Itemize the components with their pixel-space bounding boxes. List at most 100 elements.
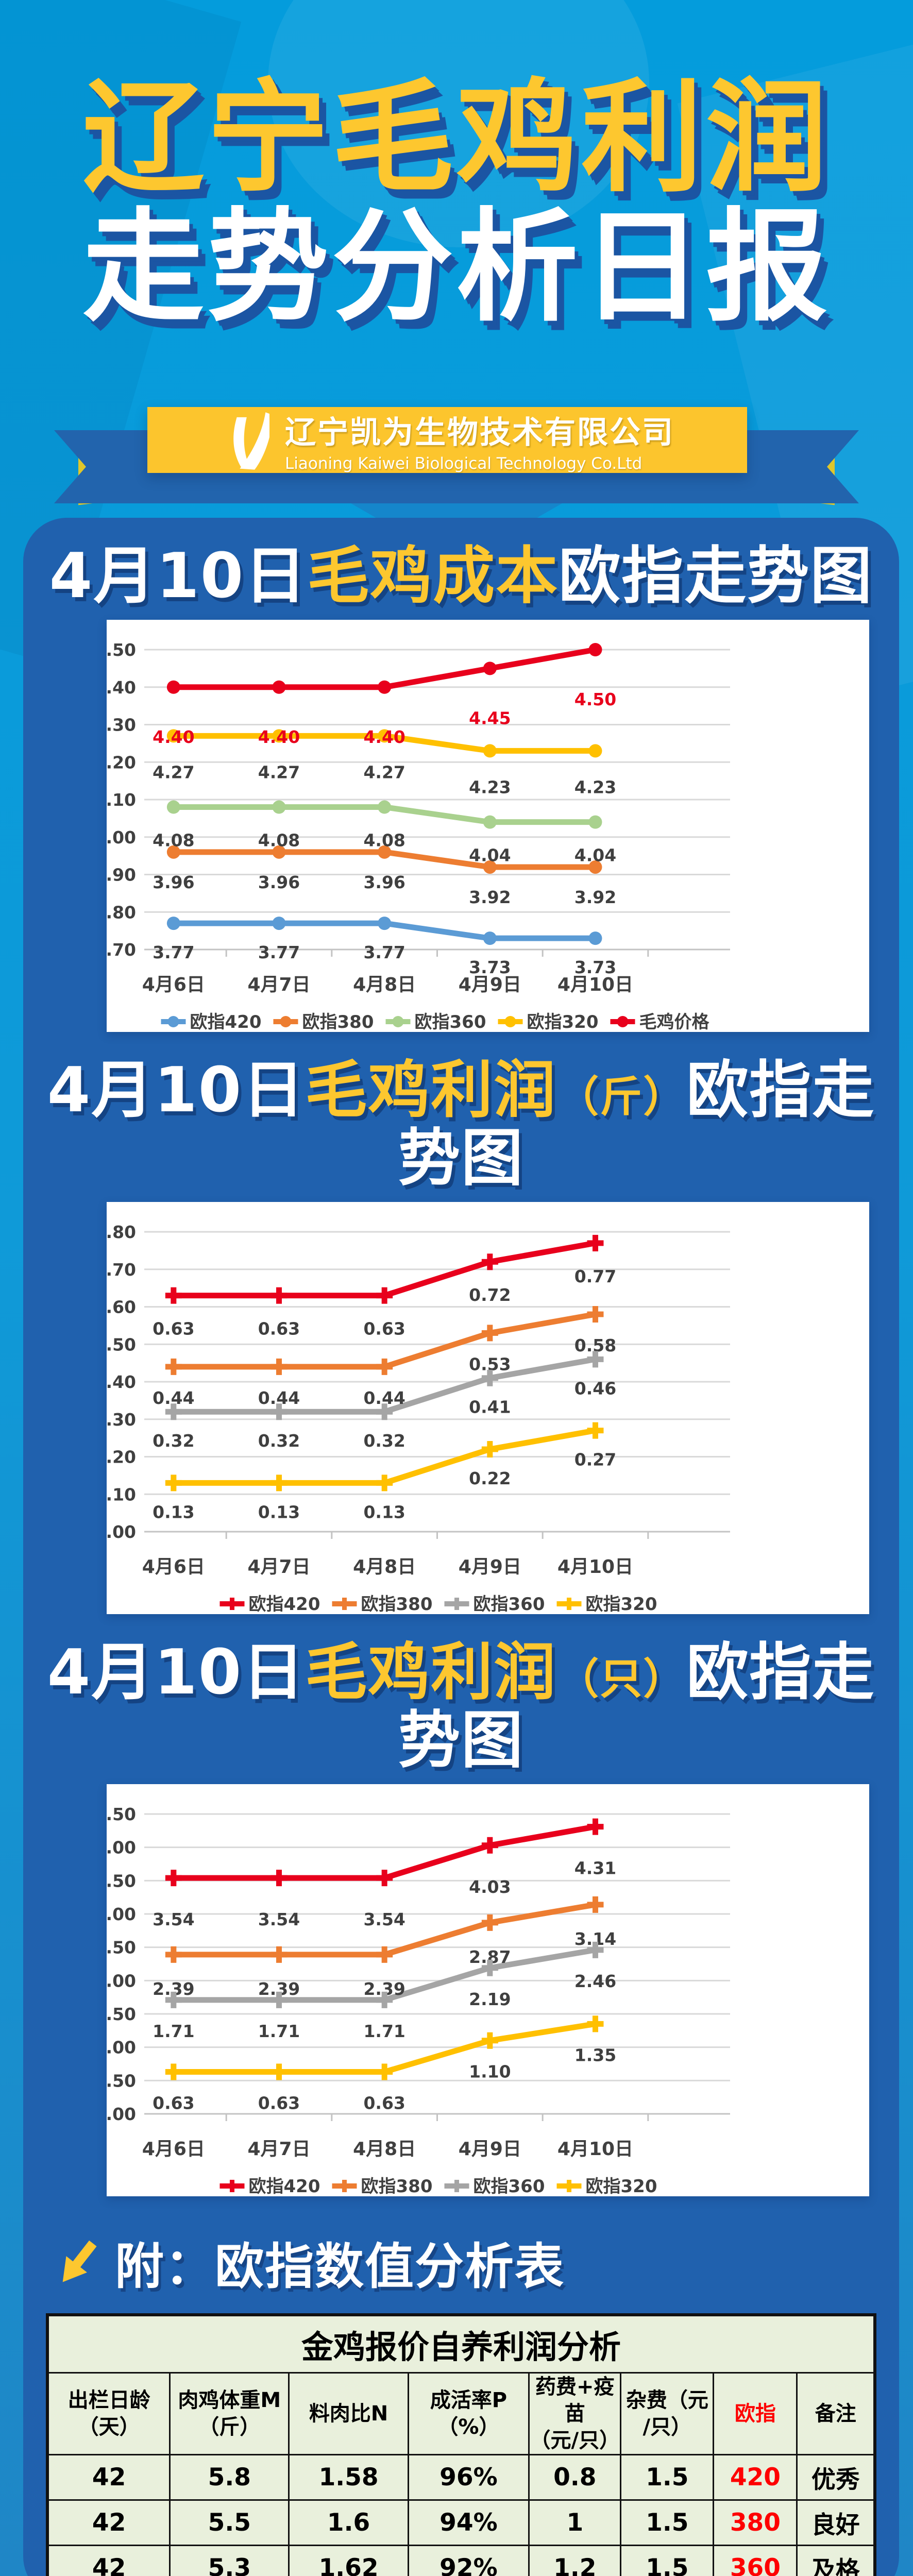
svg-text:4.23: 4.23	[469, 777, 511, 797]
table-cell: 及格	[796, 2544, 876, 2576]
svg-text:4.03: 4.03	[469, 1877, 511, 1897]
section-2-date: 4月10日	[47, 1055, 306, 1126]
table-cell: 1.58	[288, 2453, 409, 2501]
svg-text:3.73: 3.73	[574, 957, 616, 977]
section-title-cost: 4月10日毛鸡成本欧指走势图	[23, 518, 899, 611]
table-header-cell: 成活率P （%）	[407, 2371, 530, 2455]
svg-text:3.73: 3.73	[469, 957, 511, 977]
svg-text:2.46: 2.46	[574, 1971, 616, 1991]
svg-text:4.00: 4.00	[107, 827, 136, 848]
section-title-profit-bird: 4月10日毛鸡利润（只）欧指走势图	[23, 1614, 899, 1775]
svg-text:4.08: 4.08	[363, 831, 405, 851]
svg-text:4月7日: 4月7日	[247, 1556, 310, 1578]
section-title-profit-jin: 4月10日毛鸡利润（斤）欧指走势图	[23, 1032, 899, 1193]
profit-per-bird-chart-card: 0.00 0.50 1.00 1.50 2.00 2.50 3.00 3.50 4.00 4.50…	[107, 1784, 869, 2196]
table-title-row: 金鸡报价自养利润分析	[46, 2314, 876, 2374]
svg-text:4.50: 4.50	[107, 640, 136, 660]
svg-text:0.20: 0.20	[107, 1447, 136, 1467]
svg-text:3.54: 3.54	[363, 1909, 405, 1929]
cost-trend-chart: 3.70 3.80 3.90 4.00 4.10 4.20 4.30 4.40 4.50 4月6日…	[107, 640, 730, 1032]
svg-text:4月8日: 4月8日	[353, 2139, 416, 2160]
poster-title-line1: 辽宁毛鸡利润	[82, 67, 831, 209]
section-1-suffix: 欧指走势图	[559, 540, 873, 612]
table-header-cell: 欧指	[713, 2371, 798, 2455]
section-3-unit: （只）	[556, 1655, 687, 1704]
svg-text:4.45: 4.45	[469, 708, 511, 728]
svg-text:0.50: 0.50	[107, 1334, 136, 1354]
company-banner: 辽宁凯为生物技术有限公司 Liaoning Kaiwei Biological …	[147, 407, 747, 473]
profit-per-jin-trend-chart: 0.00 0.10 0.20 0.30 0.40 0.50 0.60 0.70 0.80 4月6日…	[107, 1222, 730, 1614]
svg-text:0.41: 0.41	[469, 1397, 511, 1417]
svg-text:0.77: 0.77	[574, 1266, 616, 1286]
svg-text:4.10: 4.10	[107, 790, 136, 810]
poster-title: 辽宁毛鸡利润 走势分析日报	[0, 0, 913, 329]
svg-text:4月6日: 4月6日	[142, 2139, 205, 2160]
section-2-suffix: 欧指走势图	[398, 1055, 875, 1194]
svg-text:3.50: 3.50	[107, 1871, 136, 1891]
svg-text:4月9日: 4月9日	[459, 974, 521, 995]
table-cell: 1.5	[620, 2544, 715, 2576]
svg-text:3.70: 3.70	[107, 940, 136, 960]
svg-text:1.00: 1.00	[107, 2038, 136, 2058]
profit-analysis-table: 金鸡报价自养利润分析 出栏日龄 （天） 肉鸡体重M （斤） 料肉比N 成活率P （%）药…	[46, 2313, 876, 2576]
company-ribbon-banner: 辽宁凯为生物技术有限公司 Liaoning Kaiwei Biological …	[0, 402, 913, 518]
svg-text:4月8日: 4月8日	[353, 974, 416, 995]
svg-text:0.63: 0.63	[363, 2093, 405, 2113]
svg-text:4.30: 4.30	[107, 715, 136, 735]
svg-text:4.50: 4.50	[107, 1804, 136, 1824]
svg-text:4.23: 4.23	[574, 777, 616, 797]
svg-text:3.96: 3.96	[363, 872, 405, 892]
svg-text:3.77: 3.77	[258, 942, 300, 962]
svg-text:毛鸡价格: 毛鸡价格	[639, 1012, 710, 1032]
svg-text:4月10日: 4月10日	[557, 1556, 633, 1578]
table-title: 金鸡报价自养利润分析	[46, 2314, 876, 2374]
svg-text:3.96: 3.96	[258, 872, 300, 892]
table-cell: 良好	[796, 2499, 876, 2546]
svg-text:3.92: 3.92	[574, 887, 616, 907]
company-name-block: 辽宁凯为生物技术有限公司 Liaoning Kaiwei Biological …	[285, 408, 674, 473]
table-row: 42 5.3 1.62 92% 1.2 1.5 360 及格	[46, 2544, 876, 2576]
table-header-cell: 出栏日龄 （天）	[46, 2371, 171, 2455]
svg-text:4月6日: 4月6日	[142, 1556, 205, 1578]
svg-text:0.13: 0.13	[153, 1502, 194, 1522]
svg-text:2.00: 2.00	[107, 1971, 136, 1991]
svg-text:0.60: 0.60	[107, 1297, 136, 1317]
poster-title-line2: 走势分析日报	[82, 196, 831, 338]
table-cell: 0.8	[528, 2453, 622, 2501]
table-row: 42 5.5 1.6 94% 1 1.5 380 良好	[46, 2499, 876, 2546]
table-wrapper: 金鸡报价自养利润分析 出栏日龄 （天） 肉鸡体重M （斤） 料肉比N 成活率P （%）药…	[46, 2313, 876, 2576]
svg-text:4.08: 4.08	[153, 831, 194, 851]
svg-text:欧指360: 欧指360	[474, 2176, 545, 2196]
svg-text:4.50: 4.50	[574, 689, 616, 709]
attachment-label: 附：欧指数值分析表	[115, 2239, 565, 2295]
svg-text:欧指420: 欧指420	[249, 2176, 320, 2196]
svg-text:0.80: 0.80	[107, 1222, 136, 1242]
svg-text:3.90: 3.90	[107, 865, 136, 885]
header: 辽宁毛鸡利润 走势分析日报 辽宁凯为生物技术有限公司 Liaoning Kaiw…	[0, 0, 913, 518]
company-name-en: Liaoning Kaiwei Biological Technology Co…	[285, 454, 643, 473]
svg-text:4月10日: 4月10日	[557, 2139, 633, 2160]
svg-text:4月7日: 4月7日	[247, 2139, 310, 2160]
section-2-highlight: 毛鸡利润	[305, 1055, 557, 1126]
attachment-heading: 附：欧指数值分析表	[54, 2227, 899, 2298]
table-cell: 42	[46, 2544, 171, 2576]
company-logo-icon	[233, 412, 269, 470]
svg-text:4.04: 4.04	[574, 845, 616, 866]
svg-text:0.32: 0.32	[258, 1431, 300, 1451]
table-cell: 94%	[407, 2499, 530, 2546]
svg-text:0.63: 0.63	[153, 2093, 194, 2113]
svg-text:3.96: 3.96	[153, 872, 194, 892]
svg-text:4月7日: 4月7日	[247, 974, 310, 995]
svg-text:4月9日: 4月9日	[459, 1556, 521, 1578]
table-cell: 360	[713, 2544, 798, 2576]
svg-text:0.13: 0.13	[258, 1502, 300, 1522]
section-3-highlight: 毛鸡利润	[305, 1637, 557, 1708]
svg-text:0.22: 0.22	[469, 1468, 511, 1488]
cost-chart-card: 3.70 3.80 3.90 4.00 4.10 4.20 4.30 4.40 4.50 4月6日…	[107, 620, 869, 1032]
svg-text:4月6日: 4月6日	[142, 974, 205, 995]
table-cell: 1.62	[288, 2544, 409, 2576]
svg-text:欧指320: 欧指320	[586, 1594, 657, 1614]
svg-text:0.63: 0.63	[363, 1319, 405, 1339]
svg-text:欧指380: 欧指380	[361, 1594, 433, 1614]
svg-text:4月8日: 4月8日	[353, 1556, 416, 1578]
